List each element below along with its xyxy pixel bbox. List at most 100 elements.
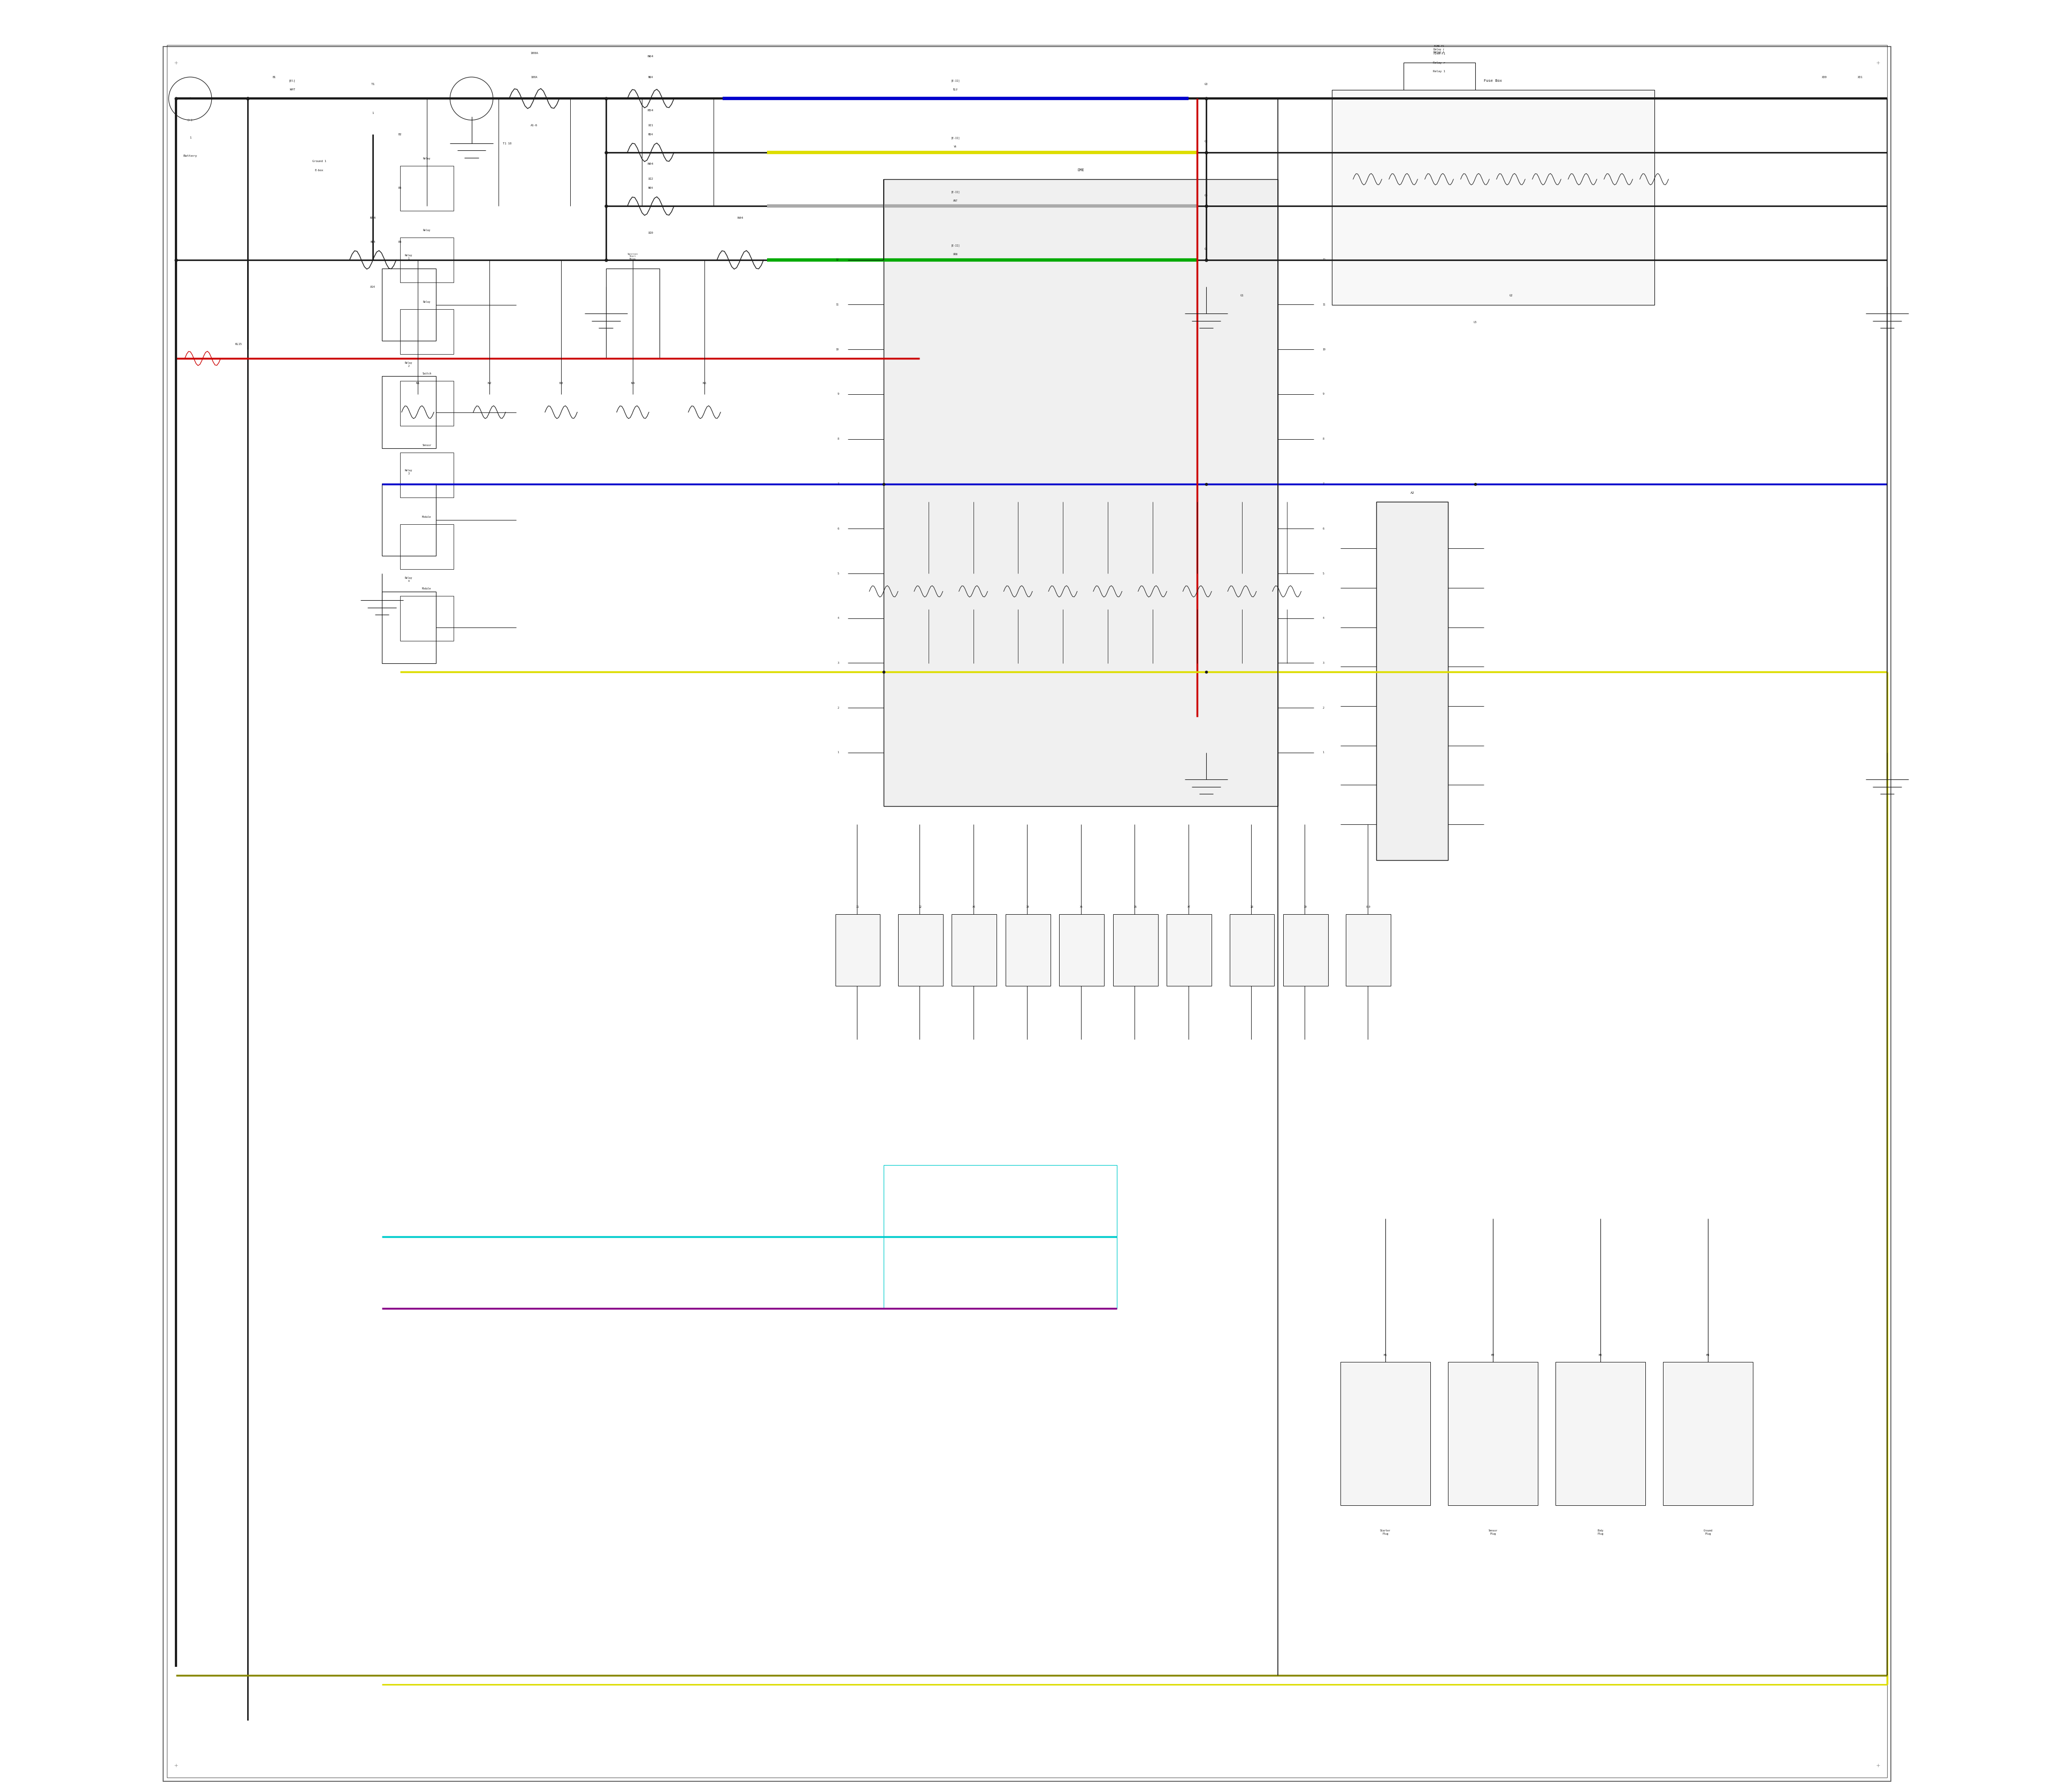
- Bar: [1167, 914, 1212, 986]
- Text: Relay 1: Relay 1: [1434, 70, 1446, 73]
- Text: N64: N64: [647, 56, 653, 57]
- Text: M2: M2: [1491, 1355, 1495, 1357]
- Text: [E-II]: [E-II]: [951, 136, 959, 140]
- Text: X21: X21: [649, 124, 653, 127]
- Text: Sensor
Plug: Sensor Plug: [1489, 1529, 1497, 1536]
- Text: B4: B4: [398, 240, 401, 244]
- Text: X3: X3: [974, 907, 976, 909]
- Text: 11: 11: [1323, 303, 1325, 306]
- Text: DME: DME: [1078, 168, 1085, 172]
- Text: Module: Module: [423, 588, 431, 590]
- Bar: [898, 914, 943, 986]
- Bar: [883, 1165, 1117, 1308]
- Text: F34M-F1: F34M-F1: [1434, 52, 1446, 56]
- Text: B3: B3: [398, 186, 401, 190]
- Text: Relay
4: Relay 4: [405, 577, 413, 582]
- Text: N54: N54: [647, 109, 653, 111]
- Text: N5: N5: [702, 382, 707, 385]
- Text: Ground
Plug: Ground Plug: [1703, 1529, 1713, 1536]
- Text: N54: N54: [370, 217, 376, 219]
- Text: Relay: Relay: [423, 229, 431, 231]
- Text: E-box: E-box: [314, 168, 325, 172]
- Bar: [1331, 90, 1653, 305]
- Bar: [1403, 63, 1475, 134]
- Text: G1: G1: [1241, 294, 1245, 297]
- Text: T1: T1: [372, 82, 376, 86]
- Text: N1: N1: [415, 382, 419, 385]
- Bar: [401, 452, 454, 496]
- Text: X6: X6: [1134, 907, 1138, 909]
- Text: B2: B2: [398, 133, 401, 136]
- Bar: [606, 269, 659, 358]
- Text: G4: G4: [1204, 194, 1208, 197]
- Text: GRN: GRN: [953, 253, 957, 256]
- Bar: [382, 269, 435, 340]
- Bar: [836, 914, 879, 986]
- Text: Ground 1: Ground 1: [312, 159, 327, 163]
- Text: 100A: 100A: [530, 75, 538, 79]
- Text: N2: N2: [487, 382, 491, 385]
- Text: Battery: Battery: [183, 154, 197, 158]
- Text: L5: L5: [1473, 321, 1477, 324]
- Text: FGMR-FI
Relay r
Relay 1: FGMR-FI Relay r Relay 1: [1434, 45, 1444, 54]
- Bar: [883, 179, 1278, 806]
- Text: B1: B1: [273, 75, 275, 79]
- Text: Module: Module: [423, 516, 431, 518]
- Text: [El]: [El]: [290, 79, 296, 82]
- Text: 12: 12: [1323, 258, 1325, 262]
- Text: Body
Plug: Body Plug: [1598, 1529, 1604, 1536]
- Text: Ignition
Start
Relay: Ignition Start Relay: [626, 253, 639, 260]
- Text: A1-6: A1-6: [530, 124, 538, 127]
- Text: Y4: Y4: [953, 145, 957, 149]
- Text: A14: A14: [370, 285, 376, 289]
- Bar: [401, 167, 454, 210]
- Text: X31: X31: [1857, 75, 1863, 79]
- Text: BLU: BLU: [953, 88, 957, 91]
- Bar: [1555, 1362, 1645, 1505]
- Bar: [1284, 914, 1329, 986]
- Text: X5: X5: [1080, 907, 1082, 909]
- Bar: [382, 591, 435, 663]
- Text: (+): (+): [187, 118, 193, 122]
- Text: G3: G3: [1204, 82, 1208, 86]
- Text: G2: G2: [1204, 140, 1208, 143]
- Text: X8: X8: [1251, 907, 1253, 909]
- Bar: [1230, 914, 1273, 986]
- Text: 11: 11: [836, 303, 838, 306]
- Bar: [382, 484, 435, 556]
- Text: N3: N3: [559, 382, 563, 385]
- Bar: [1664, 1362, 1752, 1505]
- Text: X4: X4: [1027, 907, 1029, 909]
- Bar: [401, 382, 454, 426]
- Text: X22: X22: [649, 177, 653, 181]
- Text: X7: X7: [1187, 907, 1191, 909]
- Bar: [401, 595, 454, 640]
- Text: [E-II]: [E-II]: [951, 79, 959, 82]
- Text: [E-II]: [E-II]: [951, 190, 959, 194]
- Text: WHT: WHT: [290, 88, 296, 91]
- Text: X30: X30: [1822, 75, 1826, 79]
- Text: X2: X2: [918, 907, 922, 909]
- Bar: [1006, 914, 1050, 986]
- Text: N64: N64: [649, 75, 653, 79]
- Text: N4: N4: [631, 382, 635, 385]
- Bar: [1448, 1362, 1538, 1505]
- Text: KL15: KL15: [234, 342, 242, 346]
- Bar: [1113, 914, 1158, 986]
- Bar: [1376, 502, 1448, 860]
- Text: X1: X1: [857, 907, 859, 909]
- Text: M1: M1: [1384, 1355, 1386, 1357]
- Bar: [1060, 914, 1105, 986]
- Text: M4: M4: [1707, 1355, 1709, 1357]
- Bar: [382, 376, 435, 448]
- Text: Relay: Relay: [423, 301, 431, 303]
- Text: X20: X20: [649, 231, 653, 235]
- Bar: [1345, 914, 1391, 986]
- Text: Starter
Plug: Starter Plug: [1380, 1529, 1391, 1536]
- Text: Fuse Box: Fuse Box: [1483, 79, 1501, 82]
- Text: N54: N54: [649, 133, 653, 136]
- Text: X9: X9: [1304, 907, 1306, 909]
- Text: Relay r: Relay r: [1434, 61, 1446, 65]
- Text: 12: 12: [836, 258, 838, 262]
- Bar: [401, 237, 454, 281]
